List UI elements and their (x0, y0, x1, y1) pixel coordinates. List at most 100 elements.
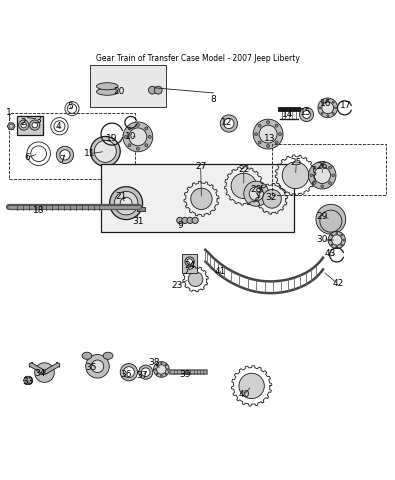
Text: 21: 21 (115, 192, 127, 201)
Text: 42: 42 (332, 279, 344, 288)
Text: 35: 35 (85, 363, 96, 372)
Circle shape (275, 141, 278, 144)
Circle shape (145, 127, 148, 130)
Circle shape (110, 187, 143, 220)
Circle shape (310, 174, 312, 177)
Text: 26: 26 (316, 162, 328, 171)
Circle shape (328, 231, 345, 249)
Circle shape (341, 244, 342, 246)
Text: 7: 7 (59, 155, 65, 164)
Circle shape (148, 135, 151, 138)
Circle shape (267, 144, 270, 147)
Text: 29: 29 (316, 212, 328, 221)
Text: 9: 9 (177, 221, 183, 229)
Circle shape (141, 368, 150, 376)
Circle shape (56, 146, 73, 164)
Circle shape (249, 187, 263, 201)
Text: 43: 43 (324, 249, 336, 258)
Circle shape (19, 120, 29, 130)
Text: 15: 15 (300, 108, 311, 117)
Circle shape (165, 364, 167, 366)
Circle shape (275, 124, 278, 127)
Circle shape (145, 144, 148, 147)
Bar (182, 254, 198, 273)
Text: 38: 38 (148, 358, 159, 367)
Circle shape (161, 375, 162, 376)
Circle shape (322, 102, 334, 114)
Circle shape (156, 364, 158, 366)
Circle shape (188, 272, 203, 287)
Circle shape (335, 107, 337, 109)
Circle shape (136, 147, 139, 150)
Circle shape (191, 188, 212, 209)
Text: 30: 30 (316, 236, 328, 244)
Circle shape (321, 163, 324, 166)
Circle shape (244, 181, 269, 206)
Circle shape (149, 86, 156, 94)
Circle shape (332, 174, 335, 177)
Text: 4: 4 (55, 122, 61, 131)
Text: 20: 20 (113, 87, 125, 96)
Circle shape (299, 108, 314, 121)
Circle shape (123, 122, 153, 152)
Circle shape (303, 110, 310, 119)
FancyArrow shape (29, 362, 45, 374)
Circle shape (320, 210, 342, 232)
Circle shape (30, 120, 40, 130)
Text: 41: 41 (214, 267, 226, 276)
Circle shape (154, 369, 156, 370)
Circle shape (263, 190, 281, 208)
Circle shape (329, 239, 331, 241)
Text: 16: 16 (320, 99, 332, 108)
Circle shape (192, 217, 198, 224)
Circle shape (220, 115, 237, 132)
Polygon shape (23, 376, 33, 384)
Circle shape (120, 363, 137, 381)
Circle shape (224, 119, 234, 129)
Circle shape (329, 181, 331, 184)
Text: 34: 34 (34, 369, 45, 378)
Circle shape (136, 123, 139, 126)
Circle shape (231, 173, 256, 199)
Circle shape (35, 363, 55, 383)
Circle shape (253, 119, 283, 149)
Circle shape (185, 257, 194, 266)
Circle shape (321, 185, 324, 188)
Circle shape (187, 217, 193, 224)
Circle shape (332, 101, 334, 103)
Circle shape (258, 124, 261, 127)
Circle shape (327, 99, 329, 101)
Circle shape (321, 112, 323, 114)
Bar (90, 65, 166, 107)
Circle shape (331, 234, 333, 236)
Circle shape (154, 86, 162, 94)
Circle shape (156, 373, 158, 375)
Circle shape (26, 378, 30, 383)
Bar (102, 164, 293, 232)
Bar (17, 116, 43, 135)
Circle shape (259, 125, 277, 143)
Text: 27: 27 (195, 162, 206, 171)
Circle shape (316, 204, 346, 234)
Text: 17: 17 (340, 101, 352, 110)
Circle shape (313, 166, 316, 169)
Circle shape (341, 234, 342, 236)
Text: 18: 18 (33, 206, 44, 215)
Text: 31: 31 (132, 216, 144, 226)
Text: 11: 11 (84, 149, 95, 158)
Ellipse shape (103, 352, 113, 360)
Circle shape (336, 232, 338, 234)
Text: 12: 12 (221, 118, 233, 127)
Text: 40: 40 (238, 390, 250, 399)
Circle shape (114, 192, 138, 215)
Text: 3: 3 (36, 116, 41, 125)
Circle shape (90, 136, 120, 166)
Text: 1: 1 (6, 108, 11, 117)
Text: 32: 32 (265, 193, 277, 202)
Circle shape (343, 239, 344, 241)
Circle shape (21, 122, 26, 128)
Circle shape (282, 162, 309, 189)
Text: 28: 28 (250, 184, 261, 193)
Text: 10: 10 (125, 132, 137, 141)
Circle shape (165, 373, 167, 375)
